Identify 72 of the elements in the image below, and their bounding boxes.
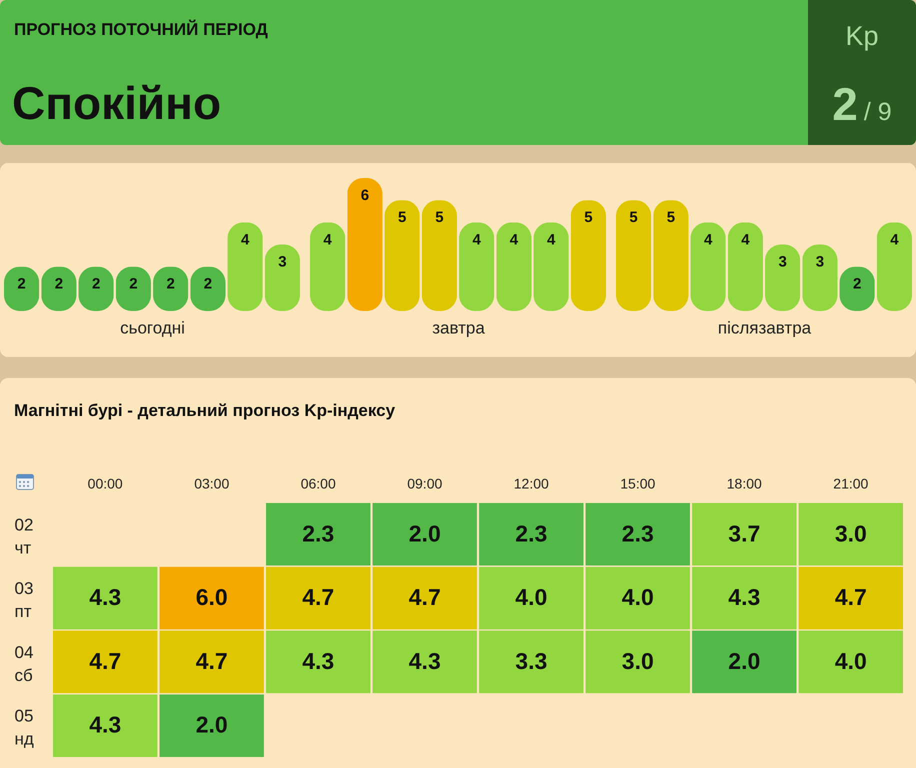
data-label: 3 [816, 254, 824, 270]
data-label: 4.3 [89, 584, 122, 610]
data-label: 4 [240, 231, 250, 248]
data-label: 4.3 [302, 648, 334, 674]
data-label: 4.0 [834, 648, 867, 674]
data-label: 4.3 [728, 584, 760, 610]
data-label: 4.7 [408, 584, 441, 610]
x-axis-title: завтра [432, 318, 486, 338]
data-label: 2 [92, 276, 100, 293]
data-label: 5 [629, 209, 638, 226]
data-label: 6.0 [196, 584, 228, 610]
data-label: 4.7 [302, 584, 334, 610]
x-tick-label: 15:00 [620, 476, 656, 492]
text: Спокійно [12, 76, 222, 130]
text: / 9 [864, 98, 892, 126]
bar [616, 200, 652, 311]
data-label: 3.0 [834, 520, 867, 546]
data-label: 3.3 [515, 648, 548, 674]
x-tick-label: 21:00 [833, 476, 869, 492]
data-label: 2 [852, 276, 862, 293]
data-label: 4 [741, 231, 750, 248]
data-label: 2.0 [196, 712, 228, 738]
y-tick-label: 05 нд [14, 706, 34, 749]
data-label: 4.7 [196, 648, 228, 674]
data-label: 5 [584, 209, 593, 226]
bar [876, 222, 912, 311]
data-label: 2 [204, 276, 212, 293]
data-label: 5 [435, 209, 444, 226]
text: ПРОГНОЗ ПОТОЧНИЙ ПЕРІОД [14, 20, 268, 40]
data-label: 5 [398, 209, 406, 226]
x-tick-label: 18:00 [726, 476, 762, 492]
x-tick-label: 06:00 [300, 476, 336, 492]
data-label: 3.7 [728, 520, 760, 546]
x-axis-title: післязавтра [718, 318, 812, 338]
data-label: 4 [472, 231, 482, 248]
data-label: 4 [546, 231, 556, 248]
chart-title: Магнітні бурі - детальний прогноз Kp-індексу [14, 401, 396, 421]
x-tick-label: 09:00 [407, 476, 442, 492]
data-label: 3 [278, 254, 287, 270]
data-label: 2 [17, 276, 26, 293]
data-label: 3.0 [622, 648, 654, 674]
data-label: 4.7 [89, 648, 122, 674]
data-label: 2.3 [622, 520, 654, 546]
text: 2 [832, 78, 858, 130]
data-label: 4.0 [515, 584, 548, 610]
data-label: 4 [890, 231, 900, 248]
data-label: 3 [778, 254, 787, 270]
data-label: 2.3 [515, 520, 548, 546]
data-label: 2.0 [728, 648, 760, 674]
x-axis-title: сьогодні [120, 318, 185, 338]
y-tick-label: 02 чт [14, 515, 34, 558]
data-label: 4 [323, 231, 332, 248]
data-label: 2 [129, 276, 138, 293]
data-label: 2 [54, 276, 64, 293]
data-label: 4 [510, 231, 519, 248]
data-label: 4.0 [622, 584, 654, 610]
x-tick-label: 03:00 [194, 476, 230, 492]
data-label: 4.3 [408, 648, 441, 674]
data-label: 4.3 [89, 712, 122, 738]
y-tick-label: 03 пт [14, 579, 34, 622]
data-label: 2 [166, 276, 175, 293]
data-label: 4 [704, 231, 713, 248]
data-label: 4.7 [834, 584, 867, 610]
data-label: 2.3 [302, 520, 334, 546]
text: Kp [844, 20, 880, 52]
x-tick-label: 12:00 [514, 476, 549, 492]
data-label: 5 [666, 209, 676, 226]
x-tick-label: 00:00 [88, 476, 123, 492]
y-tick-label: 04 сб [14, 642, 34, 685]
data-label: 6 [360, 187, 370, 204]
bar [653, 200, 688, 311]
data-label: 2.0 [408, 520, 441, 546]
